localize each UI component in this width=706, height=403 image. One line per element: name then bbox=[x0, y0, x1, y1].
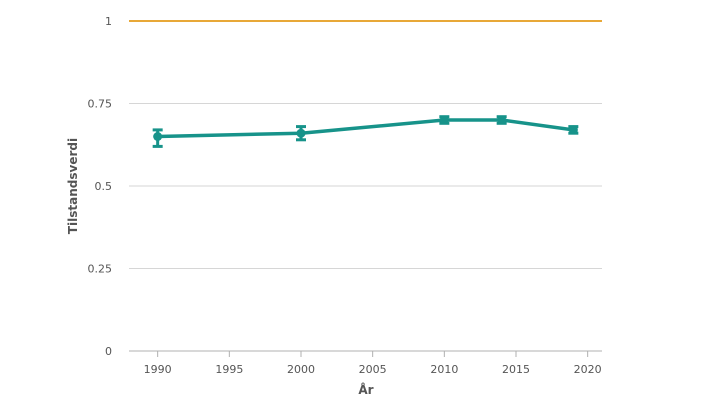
grid-layer bbox=[129, 103, 602, 269]
data-point bbox=[296, 128, 306, 138]
y-tick-label: 0.5 bbox=[95, 180, 113, 193]
axis-layer: 0 0.25 0.5 0.75 1 1990 1995 2000 2005 2010 2015 202… bbox=[88, 15, 602, 376]
x-tick-label: 2000 bbox=[287, 363, 315, 376]
data-point bbox=[439, 115, 449, 125]
y-tick-label: 0.75 bbox=[88, 98, 113, 111]
y-tick-label: 0.25 bbox=[88, 263, 113, 276]
x-axis-title: År bbox=[358, 382, 373, 397]
x-tick-label: 2015 bbox=[502, 363, 530, 376]
series-layer bbox=[152, 115, 579, 148]
x-tick-label: 2005 bbox=[359, 363, 387, 376]
y-tick-label: 1 bbox=[105, 15, 112, 28]
series-line bbox=[155, 118, 576, 139]
data-point bbox=[568, 125, 578, 135]
y-axis-title: Tilstandsverdi bbox=[66, 138, 80, 234]
x-tick-label: 1990 bbox=[144, 363, 172, 376]
x-tick-label: 2010 bbox=[430, 363, 458, 376]
x-tick-label: 1995 bbox=[215, 363, 243, 376]
data-point bbox=[153, 132, 163, 141]
data-point bbox=[497, 115, 507, 125]
x-tick-label: 2020 bbox=[574, 363, 602, 376]
y-tick-label: 0 bbox=[105, 345, 112, 358]
